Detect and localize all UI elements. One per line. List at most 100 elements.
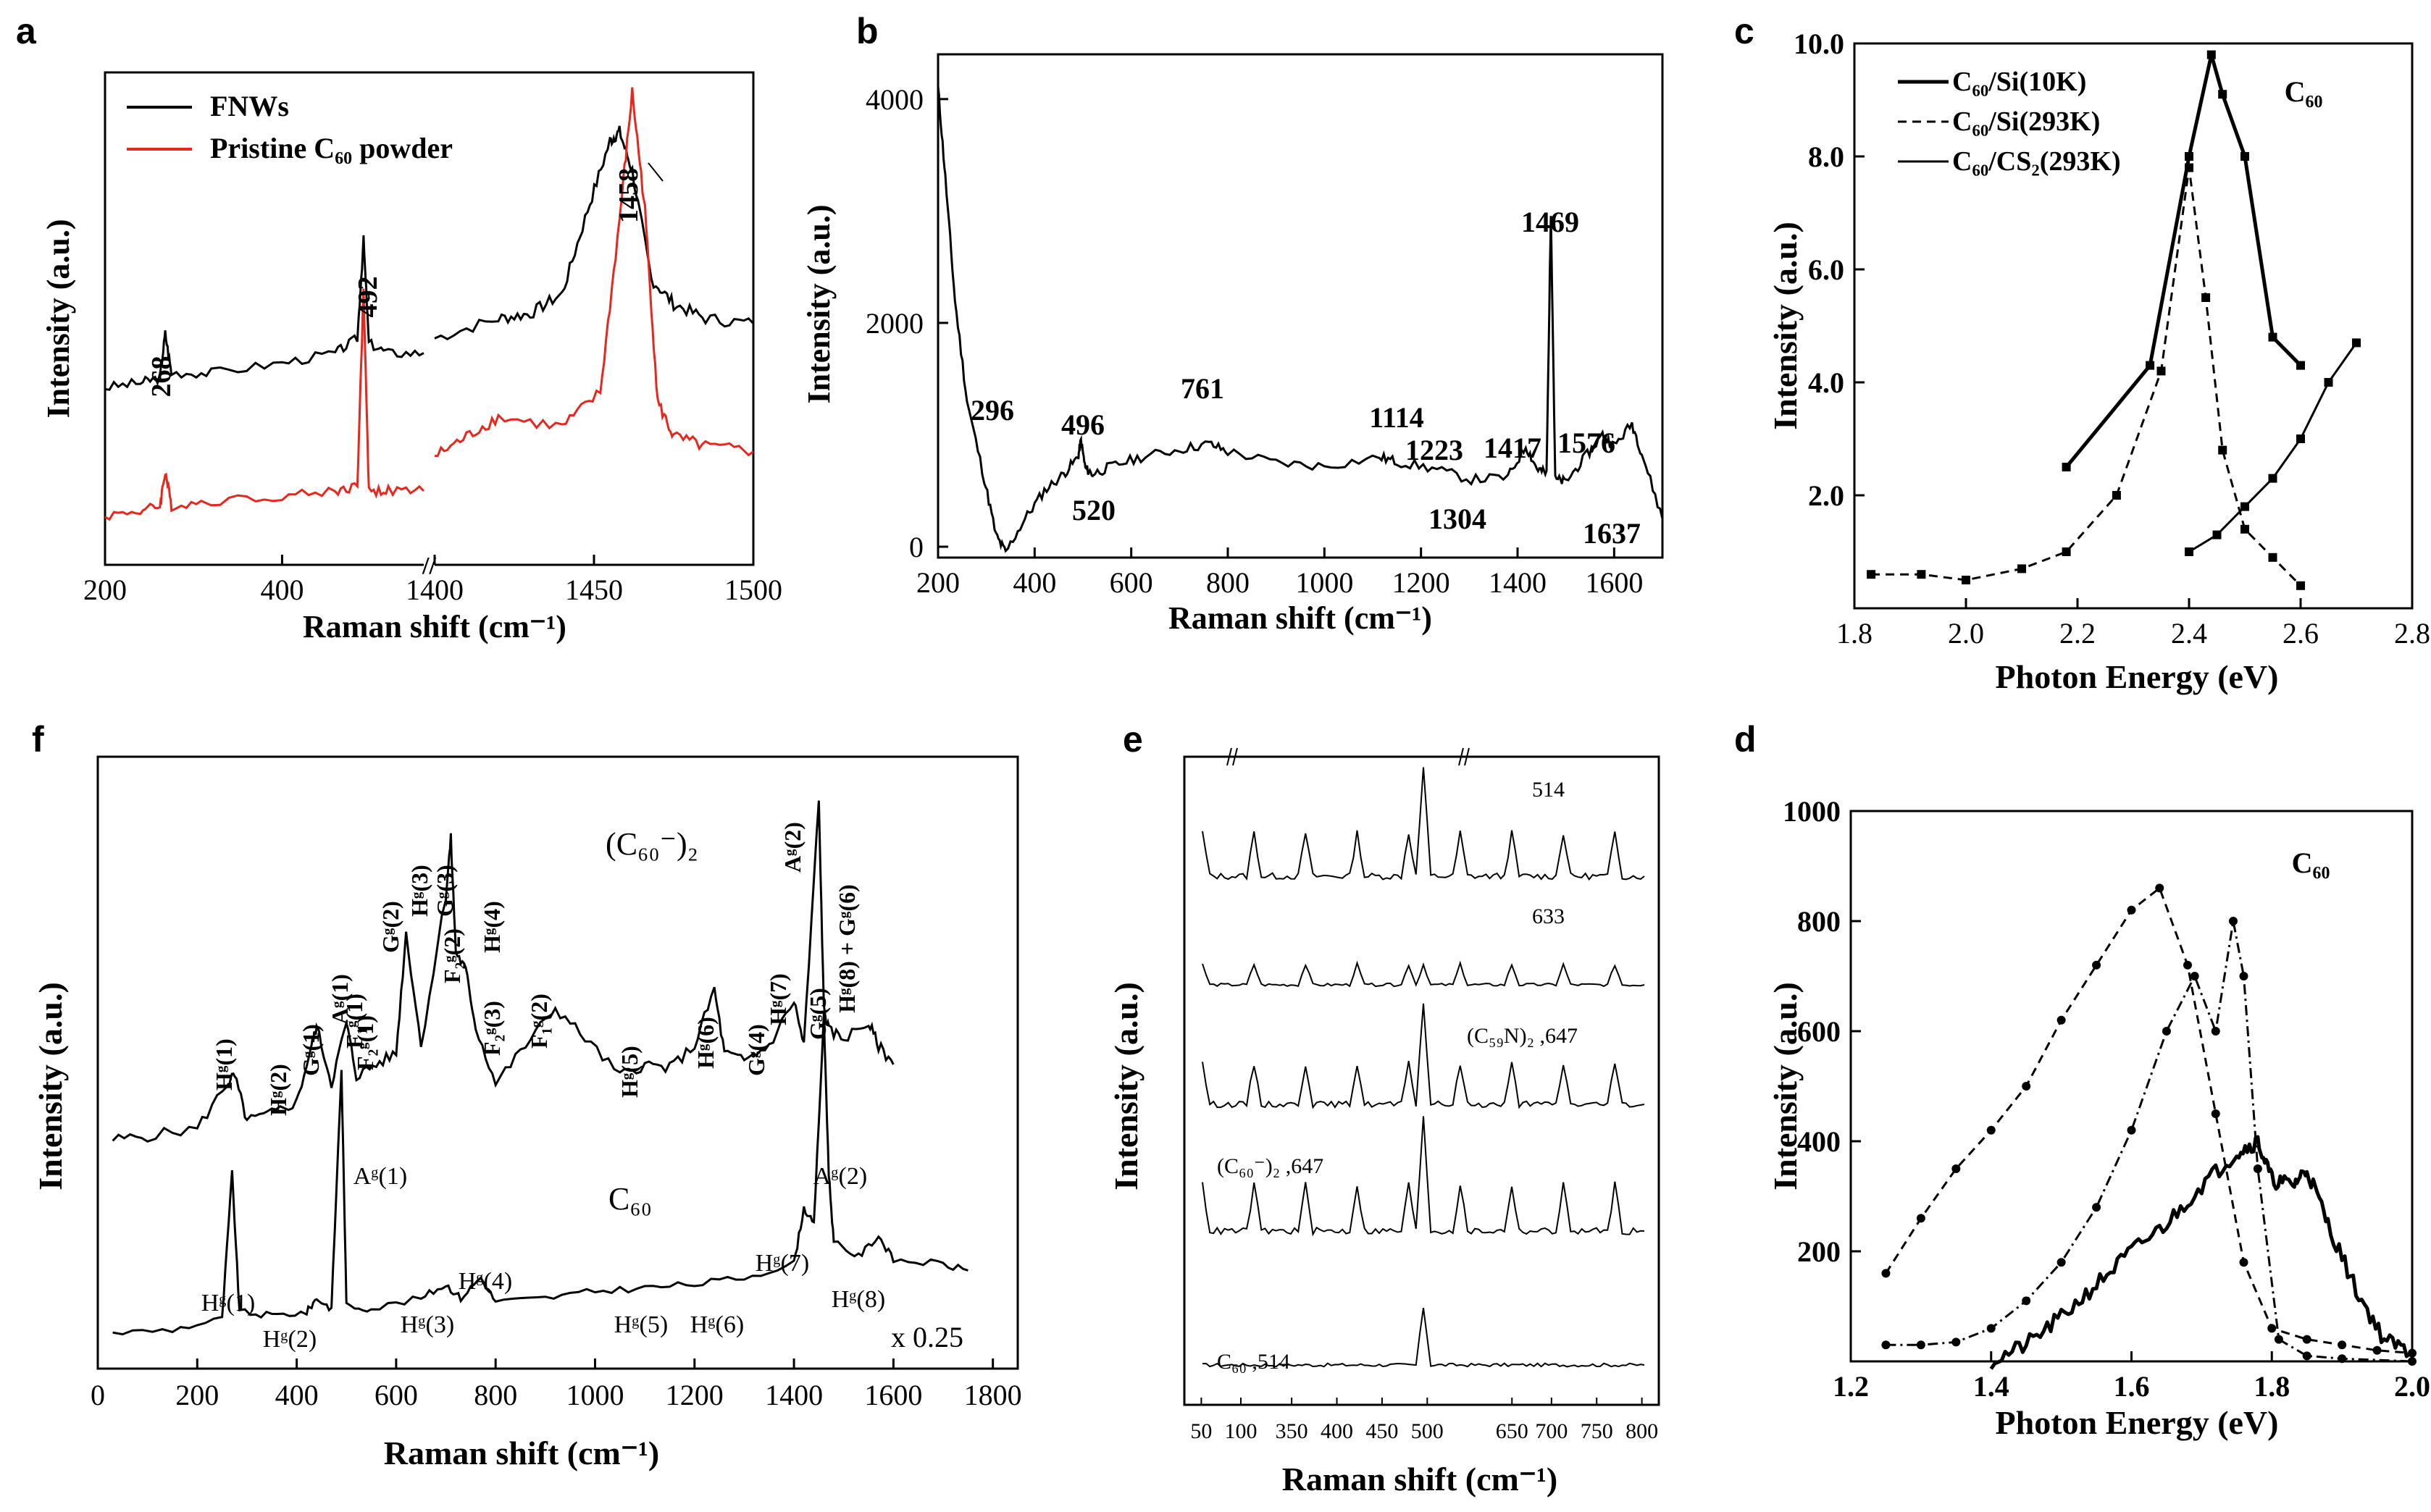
data-point: [2146, 361, 2155, 370]
axis-break-mark: [1226, 747, 1232, 766]
data-point: [2228, 917, 2238, 925]
plot-frame-e: [1183, 755, 1660, 1406]
data-point: [2218, 445, 2227, 455]
upper-mode-label: Gᵍ(3): [432, 865, 458, 917]
series-line-1-left: [104, 288, 425, 521]
y-tick-label: 4.0: [1808, 366, 1844, 399]
trace-line-3: [1202, 1116, 1645, 1237]
lower-mode-label: Hᵍ(1): [201, 1290, 255, 1316]
trace-line-2: [1202, 1003, 1645, 1109]
upper-mode-label: F₂ᵍ(1): [352, 1015, 378, 1070]
data-point: [2268, 332, 2277, 342]
x-tick-label: 200: [83, 574, 127, 606]
plot-frame-b: [937, 53, 1664, 559]
panel-letter-b: b: [856, 11, 879, 51]
lower-mode-label: Hᵍ(2): [263, 1326, 317, 1353]
data-point: [1916, 1214, 1925, 1223]
axis-break-gap: [424, 559, 435, 571]
data-point: [2190, 972, 2199, 980]
legend-label: FNWs: [210, 90, 289, 122]
x-tick-label: 2.4: [2171, 617, 2207, 650]
y-axis-label: Intensity (a.u.): [1767, 222, 1804, 430]
x-tick-label: 1600: [864, 1379, 922, 1411]
x-tick-label: 750: [1581, 1419, 1613, 1443]
legend-label: C₆₀/Si(293K): [1952, 106, 2100, 137]
data-point: [1962, 576, 1970, 584]
x-tick-label: 1000: [566, 1379, 624, 1411]
data-point: [2267, 1324, 2277, 1333]
peak-pointer: [648, 162, 664, 182]
x-tick-label: 50: [1190, 1419, 1212, 1443]
series-line-1-right: [434, 87, 754, 458]
peak-label: 1304: [1428, 503, 1486, 535]
series-line-0-right: [434, 125, 755, 341]
data-point: [1881, 1269, 1891, 1278]
trace-line-4: [1202, 1307, 1645, 1368]
axis-break-mark: [1232, 747, 1238, 766]
peak-label: 1469: [1521, 206, 1579, 238]
x-tick-label: 2.0: [2394, 1370, 2430, 1403]
x-tick-label: 800: [474, 1379, 517, 1411]
data-point: [2022, 1082, 2031, 1091]
x-tick-label: 1200: [666, 1379, 724, 1411]
upper-mode-label: Gᵍ(2): [377, 901, 403, 953]
x-tick-label: 1.4: [1973, 1370, 2009, 1403]
data-point: [2155, 883, 2164, 893]
data-point: [2296, 434, 2305, 443]
data-point: [1951, 1164, 1961, 1173]
x-tick-label: 700: [1535, 1419, 1568, 1443]
upper-mode-label: Gᵍ(1): [298, 1024, 324, 1076]
axis-break-mark: [1464, 747, 1470, 766]
x-tick-label: 1.6: [2114, 1370, 2150, 1403]
data-point: [2162, 1027, 2171, 1036]
data-point: [1867, 570, 1876, 579]
peak-label: 1223: [1405, 434, 1463, 466]
data-point: [2338, 1354, 2347, 1364]
data-point: [1951, 1337, 1961, 1347]
x-tick-label: 1.8: [2254, 1370, 2290, 1403]
x-axis-label: Photon Energy (eV): [1996, 658, 2279, 695]
y-tick-label: 1000: [1783, 795, 1841, 828]
y-tick-label: 600: [1797, 1015, 1841, 1048]
upper-mode-label: Hᵍ(4): [479, 901, 505, 953]
lower-mode-label: Hᵍ(4): [459, 1268, 512, 1295]
trace-label: 514: [1532, 778, 1565, 802]
peak-label: 1417: [1484, 432, 1541, 464]
lower-mode-label: Hᵍ(7): [756, 1250, 809, 1277]
y-tick-label: 6.0: [1808, 253, 1844, 286]
data-point: [1881, 1340, 1891, 1350]
legend-label: C₆₀/Si(10K): [1952, 67, 2086, 97]
x-tick-label: 650: [1496, 1419, 1528, 1443]
y-axis-label: Intensity (a.u.): [1767, 982, 1804, 1190]
x-tick-label: 400: [260, 574, 304, 606]
data-point: [2092, 1203, 2101, 1212]
plot-frame-d: [1849, 810, 2414, 1363]
lower-mode-label: Aᵍ(1): [353, 1163, 407, 1190]
peak-label: 1576: [1557, 427, 1615, 459]
panel-letter-a: a: [16, 11, 36, 51]
x-tick-label: 1500: [724, 574, 782, 606]
data-point: [2056, 1015, 2066, 1025]
upper-trace-label: (C₆₀⁻)₂: [606, 826, 698, 862]
trace-line-1: [1202, 960, 1645, 988]
x-axis-label: Raman shift (cm⁻¹): [1282, 1461, 1557, 1498]
data-point: [2296, 581, 2305, 590]
y-tick-label: 8.0: [1808, 140, 1844, 173]
upper-spectrum-line: [112, 800, 895, 1143]
data-point: [2211, 1109, 2220, 1118]
lower-mode-label: Hᵍ(6): [690, 1311, 744, 1338]
chart-a: // 200 400 1400 1450 1500 Raman shift (cm⁻¹) In…: [41, 71, 782, 644]
data-point: [2239, 972, 2248, 980]
chart-e: 50 100 350 400 450 500 650 700 750 800 Raman shift…: [1108, 747, 1660, 1498]
x-tick-label: 400: [1013, 566, 1056, 599]
chart-b: 200 400 600 800 1000 1200 1400 1600 0 2000 4000 Ram…: [801, 53, 1664, 636]
trace-label: (C₅₉N)₂ ,647: [1467, 1024, 1578, 1048]
trace-label: 633: [1532, 904, 1565, 928]
lower-mode-label: Hᵍ(3): [401, 1311, 454, 1338]
series-line-0: [1885, 886, 2413, 1355]
data-point: [2185, 152, 2193, 161]
data-point: [2352, 338, 2361, 348]
data-point: [2212, 530, 2222, 539]
x-tick-label: 800: [1625, 1419, 1658, 1443]
chart-d: 1.2 1.4 1.6 1.8 2.0 200 400 600 800 1000 Photon En…: [1767, 795, 2430, 1441]
